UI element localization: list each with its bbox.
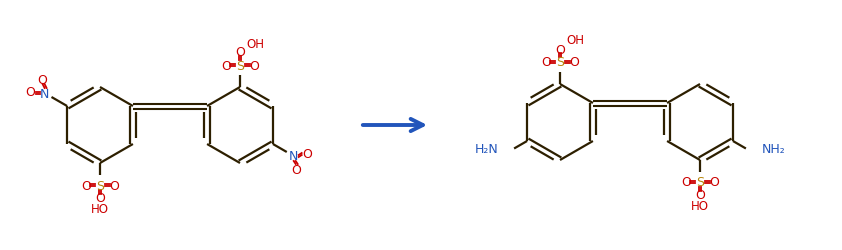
Text: O: O — [555, 43, 565, 56]
Text: O: O — [569, 56, 579, 69]
Text: O: O — [709, 176, 719, 189]
Text: S: S — [236, 59, 244, 72]
Text: S: S — [696, 176, 704, 189]
Text: O: O — [235, 46, 245, 59]
Text: N: N — [289, 150, 298, 163]
Text: O: O — [541, 56, 551, 69]
Text: NH₂: NH₂ — [762, 142, 786, 156]
Text: O: O — [301, 148, 312, 161]
Text: O: O — [681, 176, 691, 189]
Text: OH: OH — [246, 37, 264, 50]
Text: O: O — [249, 59, 259, 72]
Text: O: O — [290, 163, 301, 176]
Text: O: O — [695, 189, 705, 202]
Text: O: O — [38, 73, 47, 86]
Text: H₂N: H₂N — [474, 142, 498, 156]
Text: N: N — [40, 87, 50, 100]
Text: O: O — [95, 192, 105, 205]
Text: O: O — [25, 85, 35, 98]
Text: OH: OH — [566, 34, 584, 47]
Text: HO: HO — [691, 200, 709, 213]
Text: O: O — [221, 59, 231, 72]
Text: S: S — [556, 56, 564, 69]
Text: O: O — [81, 179, 91, 192]
Text: O: O — [109, 179, 119, 192]
Text: HO: HO — [91, 203, 109, 216]
Text: S: S — [96, 179, 104, 192]
